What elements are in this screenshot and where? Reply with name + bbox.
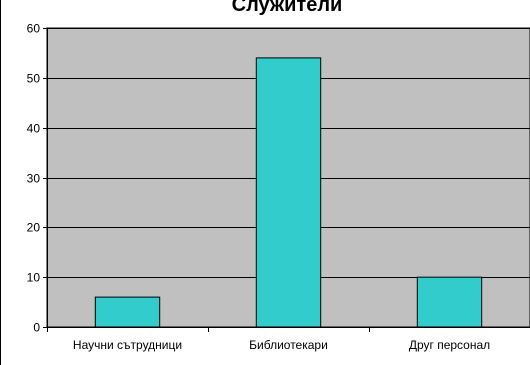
y-axis-ticks: 0 10 20 30 40 50 60 <box>27 22 47 335</box>
x-tick-label: Библиотекари <box>249 338 328 352</box>
y-tick-label: 60 <box>27 22 41 36</box>
y-tick-label: 40 <box>27 122 41 136</box>
bar <box>255 57 322 328</box>
y-tick-label: 20 <box>27 221 41 235</box>
y-tick-label: 10 <box>27 271 41 285</box>
bar <box>416 276 483 328</box>
y-tick-label: 30 <box>27 172 41 186</box>
x-axis-ticks: Научни сътрудници Библиотекари Друг персон… <box>47 327 490 352</box>
y-tick-label: 50 <box>27 72 41 86</box>
x-tick-label: Научни сътрудници <box>73 338 182 352</box>
bar <box>94 296 161 328</box>
chart-title: Служители <box>232 0 343 16</box>
y-tick-label: 0 <box>33 321 40 335</box>
x-tick-label: Друг персонал <box>409 338 490 352</box>
